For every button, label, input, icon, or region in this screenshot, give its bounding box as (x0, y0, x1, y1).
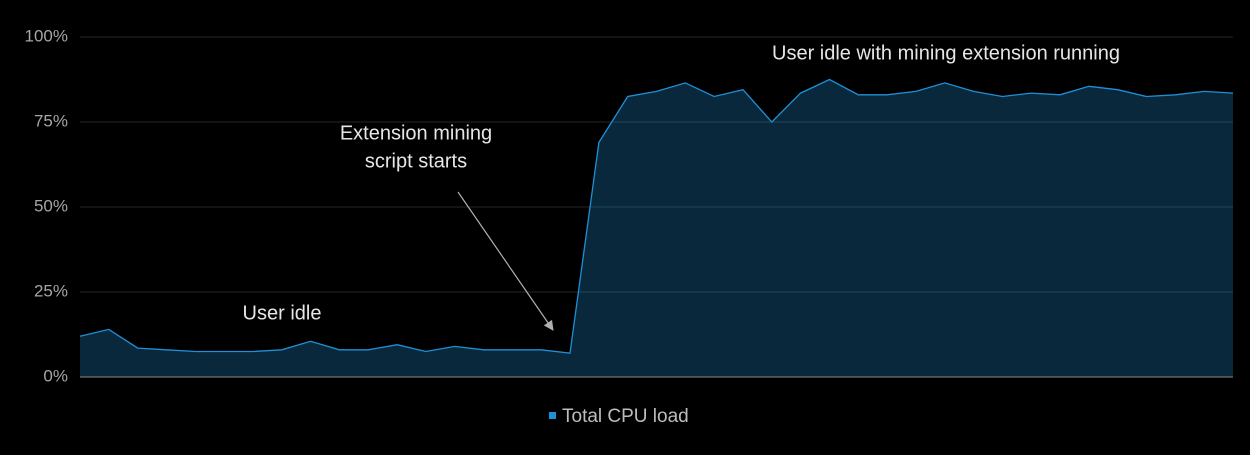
annotation: script starts (365, 150, 467, 172)
annotation: User idle (243, 302, 322, 324)
annotation: User idle with mining extension running (772, 42, 1120, 64)
area-fill (80, 79, 1233, 377)
legend: Total CPU load (549, 406, 689, 427)
legend-label: Total CPU load (562, 406, 689, 427)
y-tick-label: 50% (34, 196, 68, 215)
y-tick-label: 25% (34, 281, 68, 300)
y-tick-label: 100% (25, 26, 68, 45)
annotation: Extension mining (340, 122, 492, 144)
annotation-arrow (457, 191, 554, 331)
legend-swatch (549, 412, 556, 419)
area-line (79, 78, 1234, 354)
y-tick-label: 75% (34, 111, 68, 130)
y-tick-label: 0% (43, 366, 68, 385)
